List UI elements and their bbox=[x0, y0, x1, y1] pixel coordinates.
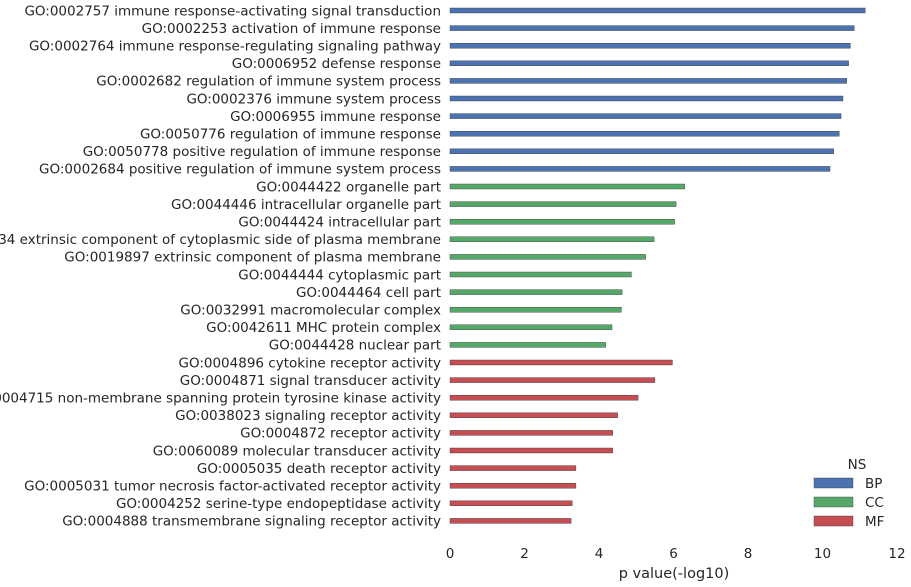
bar bbox=[449, 236, 655, 243]
bar bbox=[449, 271, 632, 278]
category-label: GO:0002684 positive regulation of immune… bbox=[39, 162, 441, 178]
bar bbox=[449, 148, 834, 155]
category-label: GO:0006952 defense response bbox=[232, 56, 441, 72]
category-label: GO:0044446 intracellular organelle part bbox=[171, 197, 441, 213]
bar bbox=[449, 342, 606, 348]
bar bbox=[449, 113, 842, 119]
category-label: GO:0004715 non-membrane spanning protein… bbox=[0, 391, 441, 407]
category-label: GO:0019897 extrinsic component of plasma… bbox=[64, 250, 441, 266]
legend-swatch bbox=[813, 477, 854, 489]
bar bbox=[449, 166, 831, 172]
category-label: GO:0002757 immune response-activating si… bbox=[24, 3, 441, 19]
category-label: GO:0032991 macromolecular complex bbox=[180, 303, 441, 319]
category-label: GO:0044422 organelle part bbox=[256, 179, 441, 195]
x-tick-label: 2 bbox=[520, 546, 529, 562]
bar bbox=[449, 218, 675, 225]
bar bbox=[449, 78, 847, 84]
category-label: GO:0002764 immune response-regulating si… bbox=[29, 39, 441, 55]
category-label: GO:0004871 signal transducer activity bbox=[180, 373, 441, 389]
category-label: GO:0060089 molecular transducer activity bbox=[153, 443, 441, 459]
bar bbox=[449, 183, 685, 190]
legend-swatch bbox=[813, 515, 854, 527]
category-label: GO:0004896 cytokine receptor activity bbox=[178, 355, 441, 371]
x-axis-title: p value(-log10) bbox=[619, 566, 730, 582]
category-label: GO:0042611 MHC protein complex bbox=[206, 320, 441, 336]
bar bbox=[449, 254, 646, 260]
category-label: GO:0050778 positive regulation of immune… bbox=[83, 144, 441, 160]
x-tick-label: 0 bbox=[446, 546, 455, 562]
category-label: GO:0044444 cytoplasmic part bbox=[238, 267, 441, 283]
x-axis-ticks: 0 2 4 6 8 10 12 bbox=[446, 546, 906, 562]
x-tick-label: 12 bbox=[888, 546, 905, 562]
legend: NS BP CC MF bbox=[813, 457, 884, 530]
legend-title: NS bbox=[848, 457, 867, 473]
bar bbox=[449, 60, 849, 66]
category-label: GO:0004252 serine-type endopeptidase act… bbox=[116, 496, 441, 512]
bars-group bbox=[449, 7, 866, 524]
category-label: GO:0005031 tumor necrosis factor-activat… bbox=[24, 479, 441, 495]
bar bbox=[449, 7, 866, 14]
bar bbox=[449, 359, 673, 366]
bar bbox=[449, 130, 840, 137]
category-label: GO:0038023 signaling receptor activity bbox=[175, 408, 441, 424]
bar bbox=[449, 395, 639, 401]
bar bbox=[449, 412, 618, 418]
bar bbox=[449, 483, 577, 489]
bar bbox=[449, 518, 572, 524]
legend-label: MF bbox=[865, 514, 884, 530]
category-label: GO:0004888 transmembrane signaling recep… bbox=[62, 514, 441, 530]
bar bbox=[449, 43, 851, 49]
category-label: GO:0002376 immune system process bbox=[186, 91, 441, 107]
x-tick-label: 4 bbox=[595, 546, 604, 562]
category-label: GO:0004872 receptor activity bbox=[240, 426, 441, 442]
category-label: GO:0031234 extrinsic component of cytopl… bbox=[0, 232, 441, 248]
bar bbox=[449, 377, 656, 383]
bar bbox=[449, 430, 614, 436]
bar bbox=[449, 289, 623, 295]
bar bbox=[449, 95, 844, 102]
bar bbox=[449, 500, 573, 506]
legend-label: CC bbox=[865, 495, 884, 511]
category-label: GO:0044464 cell part bbox=[296, 285, 441, 301]
bar bbox=[449, 201, 677, 207]
category-labels: GO:0002757 immune response-activating si… bbox=[0, 3, 441, 529]
bar bbox=[449, 465, 577, 471]
category-label: GO:0050776 regulation of immune response bbox=[140, 127, 441, 143]
x-tick-label: 8 bbox=[744, 546, 753, 562]
category-label: GO:0044424 intracellular part bbox=[238, 215, 441, 231]
category-label: GO:0005035 death receptor activity bbox=[197, 461, 441, 477]
x-tick-label: 10 bbox=[814, 546, 831, 562]
bar bbox=[449, 447, 614, 454]
x-tick-label: 6 bbox=[669, 546, 678, 562]
category-label: GO:0002253 activation of immune response bbox=[142, 21, 441, 37]
legend-swatch bbox=[813, 496, 854, 508]
bar bbox=[449, 324, 613, 330]
category-label: GO:0006955 immune response bbox=[230, 109, 441, 125]
bar bbox=[449, 25, 855, 31]
category-label: GO:0002682 regulation of immune system p… bbox=[96, 74, 441, 90]
legend-label: BP bbox=[865, 476, 882, 492]
category-label: GO:0044428 nuclear part bbox=[269, 338, 441, 354]
bar bbox=[449, 307, 622, 313]
